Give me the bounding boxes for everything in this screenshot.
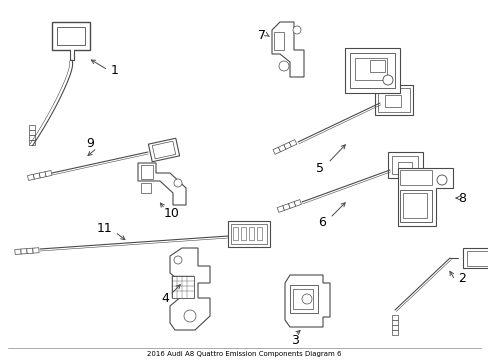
Bar <box>52 22 90 50</box>
Bar <box>397 162 411 172</box>
Polygon shape <box>29 140 35 145</box>
Polygon shape <box>138 163 185 205</box>
Polygon shape <box>29 130 35 135</box>
Text: 5: 5 <box>315 162 324 175</box>
Bar <box>289 285 317 313</box>
Circle shape <box>174 256 182 264</box>
Bar <box>141 165 153 179</box>
Bar <box>141 183 151 193</box>
Text: 10: 10 <box>164 207 180 220</box>
Polygon shape <box>33 248 39 253</box>
Polygon shape <box>391 320 397 325</box>
Polygon shape <box>271 22 304 77</box>
Text: 2016 Audi A8 Quattro Emission Components Diagram 6: 2016 Audi A8 Quattro Emission Components… <box>147 351 341 357</box>
Bar <box>172 276 194 298</box>
Bar <box>292 289 312 309</box>
Text: 7: 7 <box>258 28 265 41</box>
Bar <box>391 156 417 174</box>
Bar <box>57 27 85 45</box>
Bar <box>402 193 426 218</box>
Polygon shape <box>27 174 34 180</box>
Text: 3: 3 <box>290 333 298 346</box>
Polygon shape <box>282 204 289 210</box>
Bar <box>369 60 384 72</box>
Bar <box>384 95 400 107</box>
Polygon shape <box>29 125 35 130</box>
Text: 9: 9 <box>86 136 94 149</box>
Polygon shape <box>272 147 280 154</box>
Text: 11: 11 <box>97 221 113 234</box>
Text: 6: 6 <box>317 216 325 229</box>
Polygon shape <box>391 330 397 335</box>
Text: 1: 1 <box>111 63 119 77</box>
Polygon shape <box>293 199 301 206</box>
Text: 4: 4 <box>161 292 168 305</box>
Bar <box>232 227 238 240</box>
Bar <box>399 170 431 185</box>
Bar <box>377 88 409 112</box>
Polygon shape <box>39 172 46 178</box>
Bar <box>399 190 431 222</box>
Bar <box>227 221 269 247</box>
Bar <box>354 58 386 80</box>
Polygon shape <box>29 135 35 140</box>
Circle shape <box>302 294 311 304</box>
Circle shape <box>183 310 196 322</box>
Bar <box>230 224 266 244</box>
Circle shape <box>174 179 182 187</box>
Polygon shape <box>462 248 488 268</box>
Bar <box>345 48 399 93</box>
Circle shape <box>292 26 301 34</box>
Circle shape <box>382 75 392 85</box>
Polygon shape <box>391 315 397 320</box>
Bar <box>241 227 245 240</box>
Polygon shape <box>397 168 452 226</box>
Polygon shape <box>45 171 52 177</box>
Polygon shape <box>170 248 209 330</box>
Bar <box>374 85 412 115</box>
Bar <box>387 152 422 178</box>
Bar <box>248 227 253 240</box>
Polygon shape <box>283 142 291 149</box>
Bar <box>257 227 262 240</box>
Polygon shape <box>33 173 40 179</box>
Circle shape <box>436 175 446 185</box>
Polygon shape <box>278 145 285 152</box>
Polygon shape <box>391 325 397 330</box>
Polygon shape <box>15 249 21 255</box>
Polygon shape <box>21 249 27 254</box>
Bar <box>349 53 394 88</box>
Polygon shape <box>148 138 179 162</box>
Polygon shape <box>277 206 284 212</box>
Polygon shape <box>27 248 33 253</box>
Polygon shape <box>466 251 488 266</box>
Polygon shape <box>285 275 329 327</box>
Polygon shape <box>152 141 175 159</box>
Polygon shape <box>289 140 296 147</box>
Circle shape <box>279 61 288 71</box>
Text: 8: 8 <box>457 192 465 204</box>
Text: 2: 2 <box>457 271 465 284</box>
Bar <box>273 32 284 50</box>
Polygon shape <box>288 202 295 208</box>
